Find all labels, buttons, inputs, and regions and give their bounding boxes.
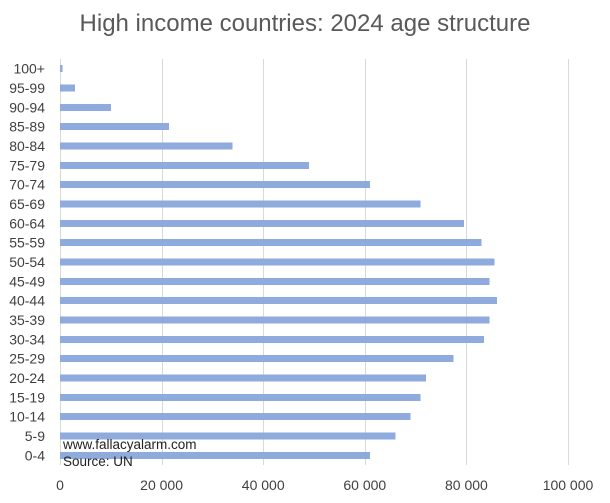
bar-100+ <box>60 65 63 73</box>
bar-75-79 <box>60 161 309 169</box>
y-tick-label: 0-4 <box>25 447 45 463</box>
y-tick-label: 20-24 <box>9 370 45 386</box>
bar-25-29 <box>60 355 454 363</box>
x-tick-label: 80 000 <box>445 477 488 493</box>
y-tick-label: 45-49 <box>9 273 45 289</box>
y-tick-label: 55-59 <box>9 235 45 251</box>
bar-65-69 <box>60 200 421 208</box>
bar-50-54 <box>60 258 495 266</box>
bar-10-14 <box>60 413 411 421</box>
bar-95-99 <box>60 84 76 92</box>
x-tick-label: 100 000 <box>543 477 594 493</box>
y-tick-label: 65-69 <box>9 196 45 212</box>
bar-5-9 <box>60 432 396 440</box>
y-tick-label: 85-89 <box>9 119 45 135</box>
bar-90-94 <box>60 103 111 111</box>
y-tick-label: 35-39 <box>9 312 45 328</box>
y-tick-label: 70-74 <box>9 177 45 193</box>
y-tick-label: 95-99 <box>9 80 45 96</box>
website-annotation: www.fallacyalarm.com <box>62 437 197 452</box>
y-tick-label: 80-84 <box>9 138 45 154</box>
y-axis-tick-labels: 0-4 5-9 10-14 15-19 20-24 25-29 30-34 35-39 40-4… <box>9 61 45 464</box>
x-axis-tick-labels: 0 20 000 40 000 60 000 80 000 100 000 <box>56 477 593 493</box>
bar-35-39 <box>60 316 490 324</box>
x-tick-label: 20 000 <box>140 477 183 493</box>
bar-70-74 <box>60 181 370 189</box>
bar-60-64 <box>60 219 464 227</box>
y-tick-label: 50-54 <box>9 254 45 270</box>
y-tick-label: 25-29 <box>9 351 45 367</box>
chart-title: High income countries: 2024 age structur… <box>80 10 531 37</box>
y-tick-label: 75-79 <box>9 157 45 173</box>
bars <box>60 65 497 459</box>
bar-15-19 <box>60 393 421 401</box>
y-tick-label: 90-94 <box>9 99 45 115</box>
bar-30-34 <box>60 335 485 343</box>
x-tick-label: 0 <box>56 477 64 493</box>
bar-55-59 <box>60 239 482 247</box>
y-tick-label: 15-19 <box>9 389 45 405</box>
source-annotation: Source: UN <box>63 454 133 469</box>
y-tick-label: 100+ <box>13 61 45 77</box>
y-tick-label: 5-9 <box>25 428 45 444</box>
x-tick-label: 60 000 <box>343 477 386 493</box>
y-tick-label: 40-44 <box>9 293 45 309</box>
bar-45-49 <box>60 277 490 285</box>
bar-85-89 <box>60 123 170 131</box>
y-tick-label: 60-64 <box>9 215 45 231</box>
bar-80-84 <box>60 142 233 150</box>
bar-0-4 <box>60 451 370 459</box>
x-tick-label: 40 000 <box>242 477 285 493</box>
bar-40-44 <box>60 297 497 305</box>
y-tick-label: 10-14 <box>9 409 45 425</box>
bar-20-24 <box>60 374 426 382</box>
y-tick-label: 30-34 <box>9 331 45 347</box>
